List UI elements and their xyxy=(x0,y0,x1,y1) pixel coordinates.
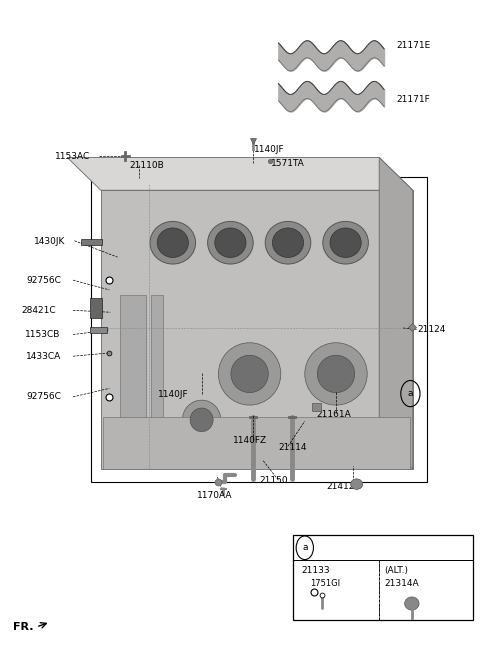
Text: a: a xyxy=(302,543,308,552)
Text: 21110B: 21110B xyxy=(130,161,164,170)
Bar xyxy=(379,560,473,620)
Polygon shape xyxy=(379,157,413,469)
Text: 1140JF: 1140JF xyxy=(158,390,189,400)
Text: 1153AC: 1153AC xyxy=(55,152,90,161)
Bar xyxy=(91,177,427,482)
Ellipse shape xyxy=(305,342,367,405)
Bar xyxy=(151,295,163,426)
Bar xyxy=(90,327,107,333)
Text: (ALT.): (ALT.) xyxy=(384,566,408,575)
Text: 1751GI: 1751GI xyxy=(310,579,340,588)
Ellipse shape xyxy=(350,479,363,489)
Ellipse shape xyxy=(157,228,188,257)
Text: 92756C: 92756C xyxy=(26,392,61,401)
Ellipse shape xyxy=(190,408,213,432)
Text: 21124: 21124 xyxy=(418,325,446,334)
Text: 21171E: 21171E xyxy=(396,41,430,51)
Text: 1571TA: 1571TA xyxy=(271,159,305,169)
Ellipse shape xyxy=(231,356,268,392)
Text: FR.: FR. xyxy=(13,622,34,632)
Text: 21150: 21150 xyxy=(259,476,288,485)
Bar xyxy=(81,239,102,245)
Text: 21171F: 21171F xyxy=(396,95,430,104)
Text: 1153CB: 1153CB xyxy=(25,330,60,339)
Text: 21161A: 21161A xyxy=(317,410,351,419)
Ellipse shape xyxy=(215,228,246,257)
Text: 1433CA: 1433CA xyxy=(26,352,61,361)
Bar xyxy=(103,417,410,469)
Ellipse shape xyxy=(272,228,304,257)
Bar xyxy=(293,535,473,620)
Text: 1430JK: 1430JK xyxy=(34,237,65,246)
Ellipse shape xyxy=(265,221,311,264)
Text: 21114: 21114 xyxy=(278,443,307,452)
Text: 21314A: 21314A xyxy=(384,579,419,588)
Text: 1170AA: 1170AA xyxy=(197,491,232,500)
Ellipse shape xyxy=(323,221,369,264)
Ellipse shape xyxy=(218,342,281,405)
Ellipse shape xyxy=(405,597,419,610)
Ellipse shape xyxy=(330,228,361,257)
Text: 1140FZ: 1140FZ xyxy=(233,436,267,445)
Bar xyxy=(312,403,321,411)
Ellipse shape xyxy=(207,221,253,264)
Text: 21133: 21133 xyxy=(301,566,330,575)
Text: 1140JF: 1140JF xyxy=(254,145,285,154)
Ellipse shape xyxy=(150,221,196,264)
Text: 21412C: 21412C xyxy=(326,482,361,491)
Text: 28421C: 28421C xyxy=(22,306,56,315)
Bar xyxy=(120,295,146,426)
Ellipse shape xyxy=(182,400,221,440)
Polygon shape xyxy=(67,157,413,190)
Text: a: a xyxy=(408,389,413,398)
Text: 92756C: 92756C xyxy=(26,276,61,285)
Bar xyxy=(90,298,102,318)
Ellipse shape xyxy=(317,356,355,392)
Polygon shape xyxy=(101,190,413,469)
